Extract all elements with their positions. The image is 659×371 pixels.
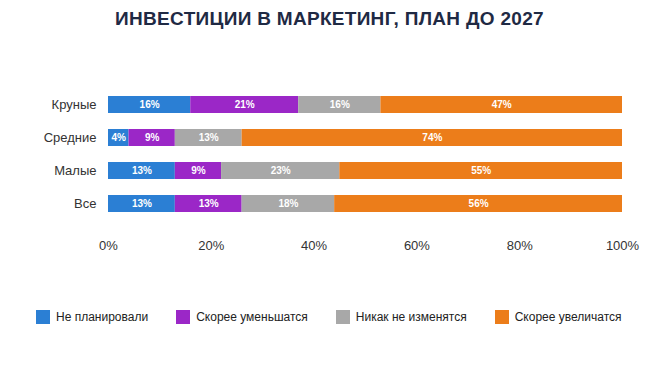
svg-text:60%: 60% <box>404 238 430 253</box>
svg-text:20%: 20% <box>198 238 224 253</box>
svg-text:47%: 47% <box>492 99 512 110</box>
svg-text:21%: 21% <box>235 99 255 110</box>
svg-text:13%: 13% <box>132 165 152 176</box>
html-text:ИНВЕСТИЦИИ В МАРКЕТИНГ, ПЛАН Д: ИНВЕСТИЦИИ В МАРКЕТИНГ, ПЛАН ДО 2027 <box>115 8 544 29</box>
svg-text:80%: 80% <box>507 238 533 253</box>
svg-text:0%: 0% <box>99 238 118 253</box>
svg-text:100%: 100% <box>606 238 640 253</box>
svg-text:16%: 16% <box>330 99 350 110</box>
svg-text:4%: 4% <box>112 132 127 143</box>
svg-text:13%: 13% <box>132 198 152 209</box>
svg-text:Все: Все <box>74 196 96 211</box>
svg-text:23%: 23% <box>271 165 291 176</box>
svg-text:Средние: Средние <box>44 130 97 145</box>
html-text:Никак не изменятся: Никак не изменятся <box>355 310 467 324</box>
html-text:Не планировали: Не планировали <box>56 310 149 324</box>
svg-text:16%: 16% <box>140 99 160 110</box>
svg-text:74%: 74% <box>422 132 442 143</box>
svg-text:56%: 56% <box>469 198 489 209</box>
svg-text:9%: 9% <box>145 132 160 143</box>
svg-text:13%: 13% <box>199 132 219 143</box>
svg-text:55%: 55% <box>471 165 491 176</box>
svg-text:Круные: Круные <box>52 97 97 112</box>
svg-text:40%: 40% <box>301 238 327 253</box>
svg-text:13%: 13% <box>199 198 219 209</box>
svg-text:18%: 18% <box>278 198 298 209</box>
svg-text:9%: 9% <box>191 165 206 176</box>
svg-text:Малые: Малые <box>54 163 96 178</box>
html-text:Скорее увеличатся: Скорее увеличатся <box>514 310 622 324</box>
html-text:Скорее уменьшатся: Скорее уменьшатся <box>196 310 308 324</box>
